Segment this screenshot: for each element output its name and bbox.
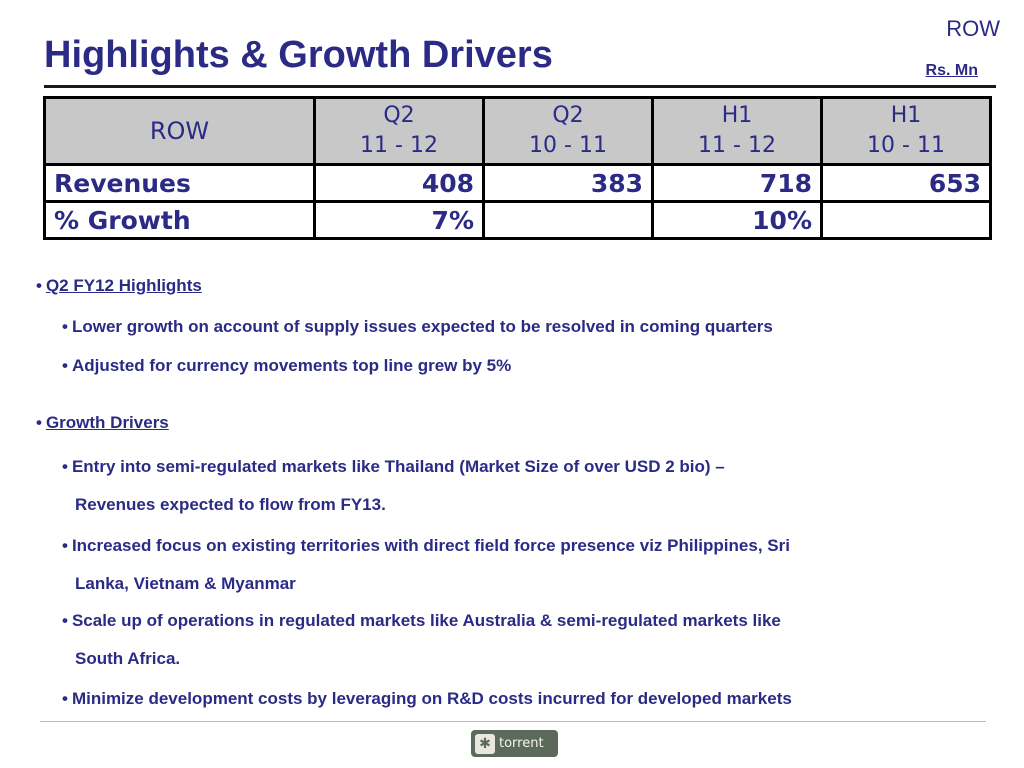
list-item-continuation: Revenues expected to flow from FY13. [75, 495, 386, 514]
bullet-icon: • [62, 611, 68, 630]
table-cell: 653 [820, 163, 992, 203]
torrent-logo: ✱ torrent [471, 730, 558, 757]
column-header-year: 10 - 11 [867, 133, 945, 158]
table-cell: 718 [651, 163, 823, 203]
bullet-icon: • [62, 689, 68, 708]
footer-divider [40, 721, 986, 722]
row-label: % Growth [43, 200, 316, 240]
bullet-icon: • [36, 276, 42, 295]
bullet-icon: • [62, 317, 68, 336]
table-cell: 10% [651, 200, 823, 240]
bullet-icon: • [62, 536, 68, 555]
units-label: Rs. Mn [925, 62, 978, 79]
list-item: • Entry into semi-regulated markets like … [62, 448, 992, 524]
list-item-text: Adjusted for currency movements top line… [71, 356, 512, 375]
column-header-period: Q2 [383, 103, 415, 128]
table-corner-header: ROW [43, 96, 316, 166]
bullet-icon: • [62, 356, 68, 375]
list-item-continuation: South Africa. [75, 649, 181, 668]
row-label: Revenues [43, 163, 316, 203]
table-cell [482, 200, 654, 240]
column-header-year: 10 - 11 [529, 133, 607, 158]
corner-section-label: ROW [946, 16, 1000, 41]
column-header: Q2 11 - 12 [313, 96, 485, 166]
table-cell: 383 [482, 163, 654, 203]
list-item: • Minimize development costs by leveragin… [62, 680, 992, 718]
column-header: H1 11 - 12 [651, 96, 823, 166]
column-header-period: Q2 [552, 103, 584, 128]
section-heading: • Growth Drivers [36, 413, 169, 433]
list-item: • Increased focus on existing territories… [62, 527, 992, 603]
list-item: • Scale up of operations in regulated mar… [62, 602, 992, 678]
section-heading-text: Q2 FY12 Highlights [45, 276, 202, 295]
revenue-table: ROW Q2 11 - 12 Q2 10 - 11 H1 11 - 12 H1 10 -… [43, 96, 992, 240]
bullet-icon: • [62, 457, 68, 476]
column-header-period: H1 [721, 103, 753, 128]
list-item-text: Increased focus on existing territories … [71, 536, 790, 555]
bullet-icon: • [36, 413, 42, 432]
logo-text: torrent [499, 736, 544, 751]
column-header: Q2 10 - 11 [482, 96, 654, 166]
table-row: % Growth 7% 10% [43, 200, 992, 240]
title-divider [44, 85, 996, 88]
list-item: • Adjusted for currency movements top lin… [62, 347, 992, 385]
list-item-text: Entry into semi-regulated markets like T… [71, 457, 725, 476]
page-title: Highlights & Growth Drivers [44, 34, 553, 76]
list-item-text: Lower growth on account of supply issues… [71, 317, 773, 336]
column-header-year: 11 - 12 [698, 133, 776, 158]
table-header-row: ROW Q2 11 - 12 Q2 10 - 11 H1 11 - 12 H1 10 -… [43, 96, 992, 166]
column-header: H1 10 - 11 [820, 96, 992, 166]
section-heading-text: Growth Drivers [45, 413, 169, 432]
list-item: • Lower growth on account of supply issue… [62, 308, 992, 346]
column-header-year: 11 - 12 [360, 133, 438, 158]
table-cell: 408 [313, 163, 485, 203]
table-cell [820, 200, 992, 240]
table-cell: 7% [313, 200, 485, 240]
column-header-period: H1 [890, 103, 922, 128]
table-row: Revenues 408 383 718 653 [43, 163, 992, 203]
torrent-logo-icon: ✱ [475, 733, 495, 754]
section-heading: • Q2 FY12 Highlights [36, 276, 202, 296]
list-item-continuation: Lanka, Vietnam & Myanmar [75, 574, 296, 593]
list-item-text: Scale up of operations in regulated mark… [71, 611, 781, 630]
list-item-text: Minimize development costs by leveraging… [71, 689, 792, 708]
